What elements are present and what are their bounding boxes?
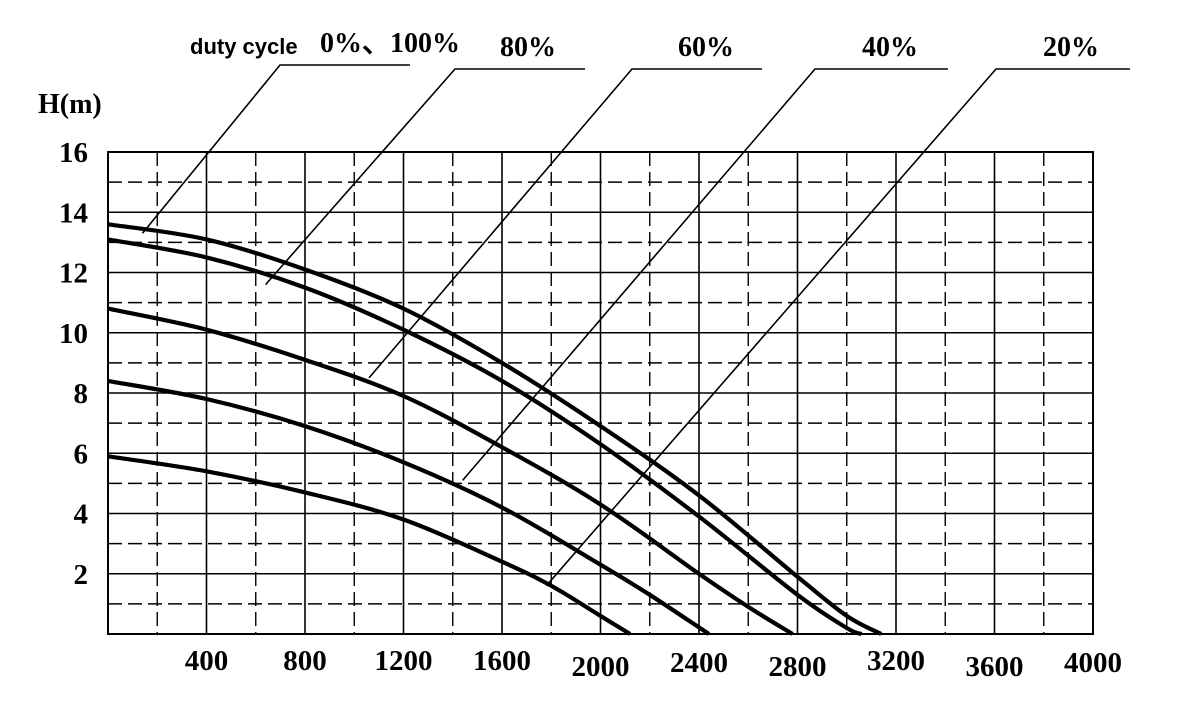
series-labels: H(m) duty cycle 0%、100% 80% 60% 40% 20% [38,28,1099,120]
x-tick-label: 400 [185,645,229,677]
y-tick-label: 10 [59,318,88,350]
x-tick-labels: 400 800 1200 1600 2000 2400 2800 3200 3600 4000 [185,645,1122,683]
x-tick-label: 2400 [670,647,728,679]
x-tick-label: 3600 [966,651,1024,683]
x-tick-label: 4000 [1064,647,1122,679]
y-tick-label: 14 [59,197,88,229]
series-curves [107,222,883,637]
x-tick-label: 1200 [375,645,433,677]
series-label-leaders [141,64,1130,587]
x-tick-label: 2000 [572,651,630,683]
series-curve-1 [107,237,863,637]
label-leader-4 [545,68,1130,587]
series-curve-2 [107,306,794,636]
y-tick-label: 8 [74,378,89,410]
y-tick-labels: 16 14 12 10 8 6 4 2 [59,137,88,591]
plot-frame [107,151,1094,635]
y-axis-label: H(m) [38,89,102,120]
series-curve-4 [107,454,632,636]
x-tick-label: 2800 [769,651,827,683]
series-curve-3 [107,378,711,636]
label-leader-2 [368,68,762,379]
label-prefix: duty cycle [190,34,298,59]
series-label-4: 20% [1043,32,1099,63]
series-curve-0 [107,222,883,636]
x-tick-label: 1600 [473,645,531,677]
y-tick-label: 16 [59,137,88,169]
series-label-3: 40% [862,32,918,63]
label-leader-1 [264,68,585,286]
label-leader-3 [461,68,948,481]
x-tick-label: 800 [283,645,327,677]
y-tick-label: 6 [74,438,89,470]
grid [108,152,1093,634]
series-label-0: 0%、100% [320,28,460,59]
label-leader-0 [141,64,410,234]
y-tick-label: 12 [59,258,88,290]
y-tick-label: 2 [74,559,89,591]
series-label-2: 60% [678,32,734,63]
x-tick-label: 3200 [867,645,925,677]
plot-border [107,151,1094,635]
y-tick-label: 4 [74,499,89,531]
series-label-1: 80% [500,32,556,63]
